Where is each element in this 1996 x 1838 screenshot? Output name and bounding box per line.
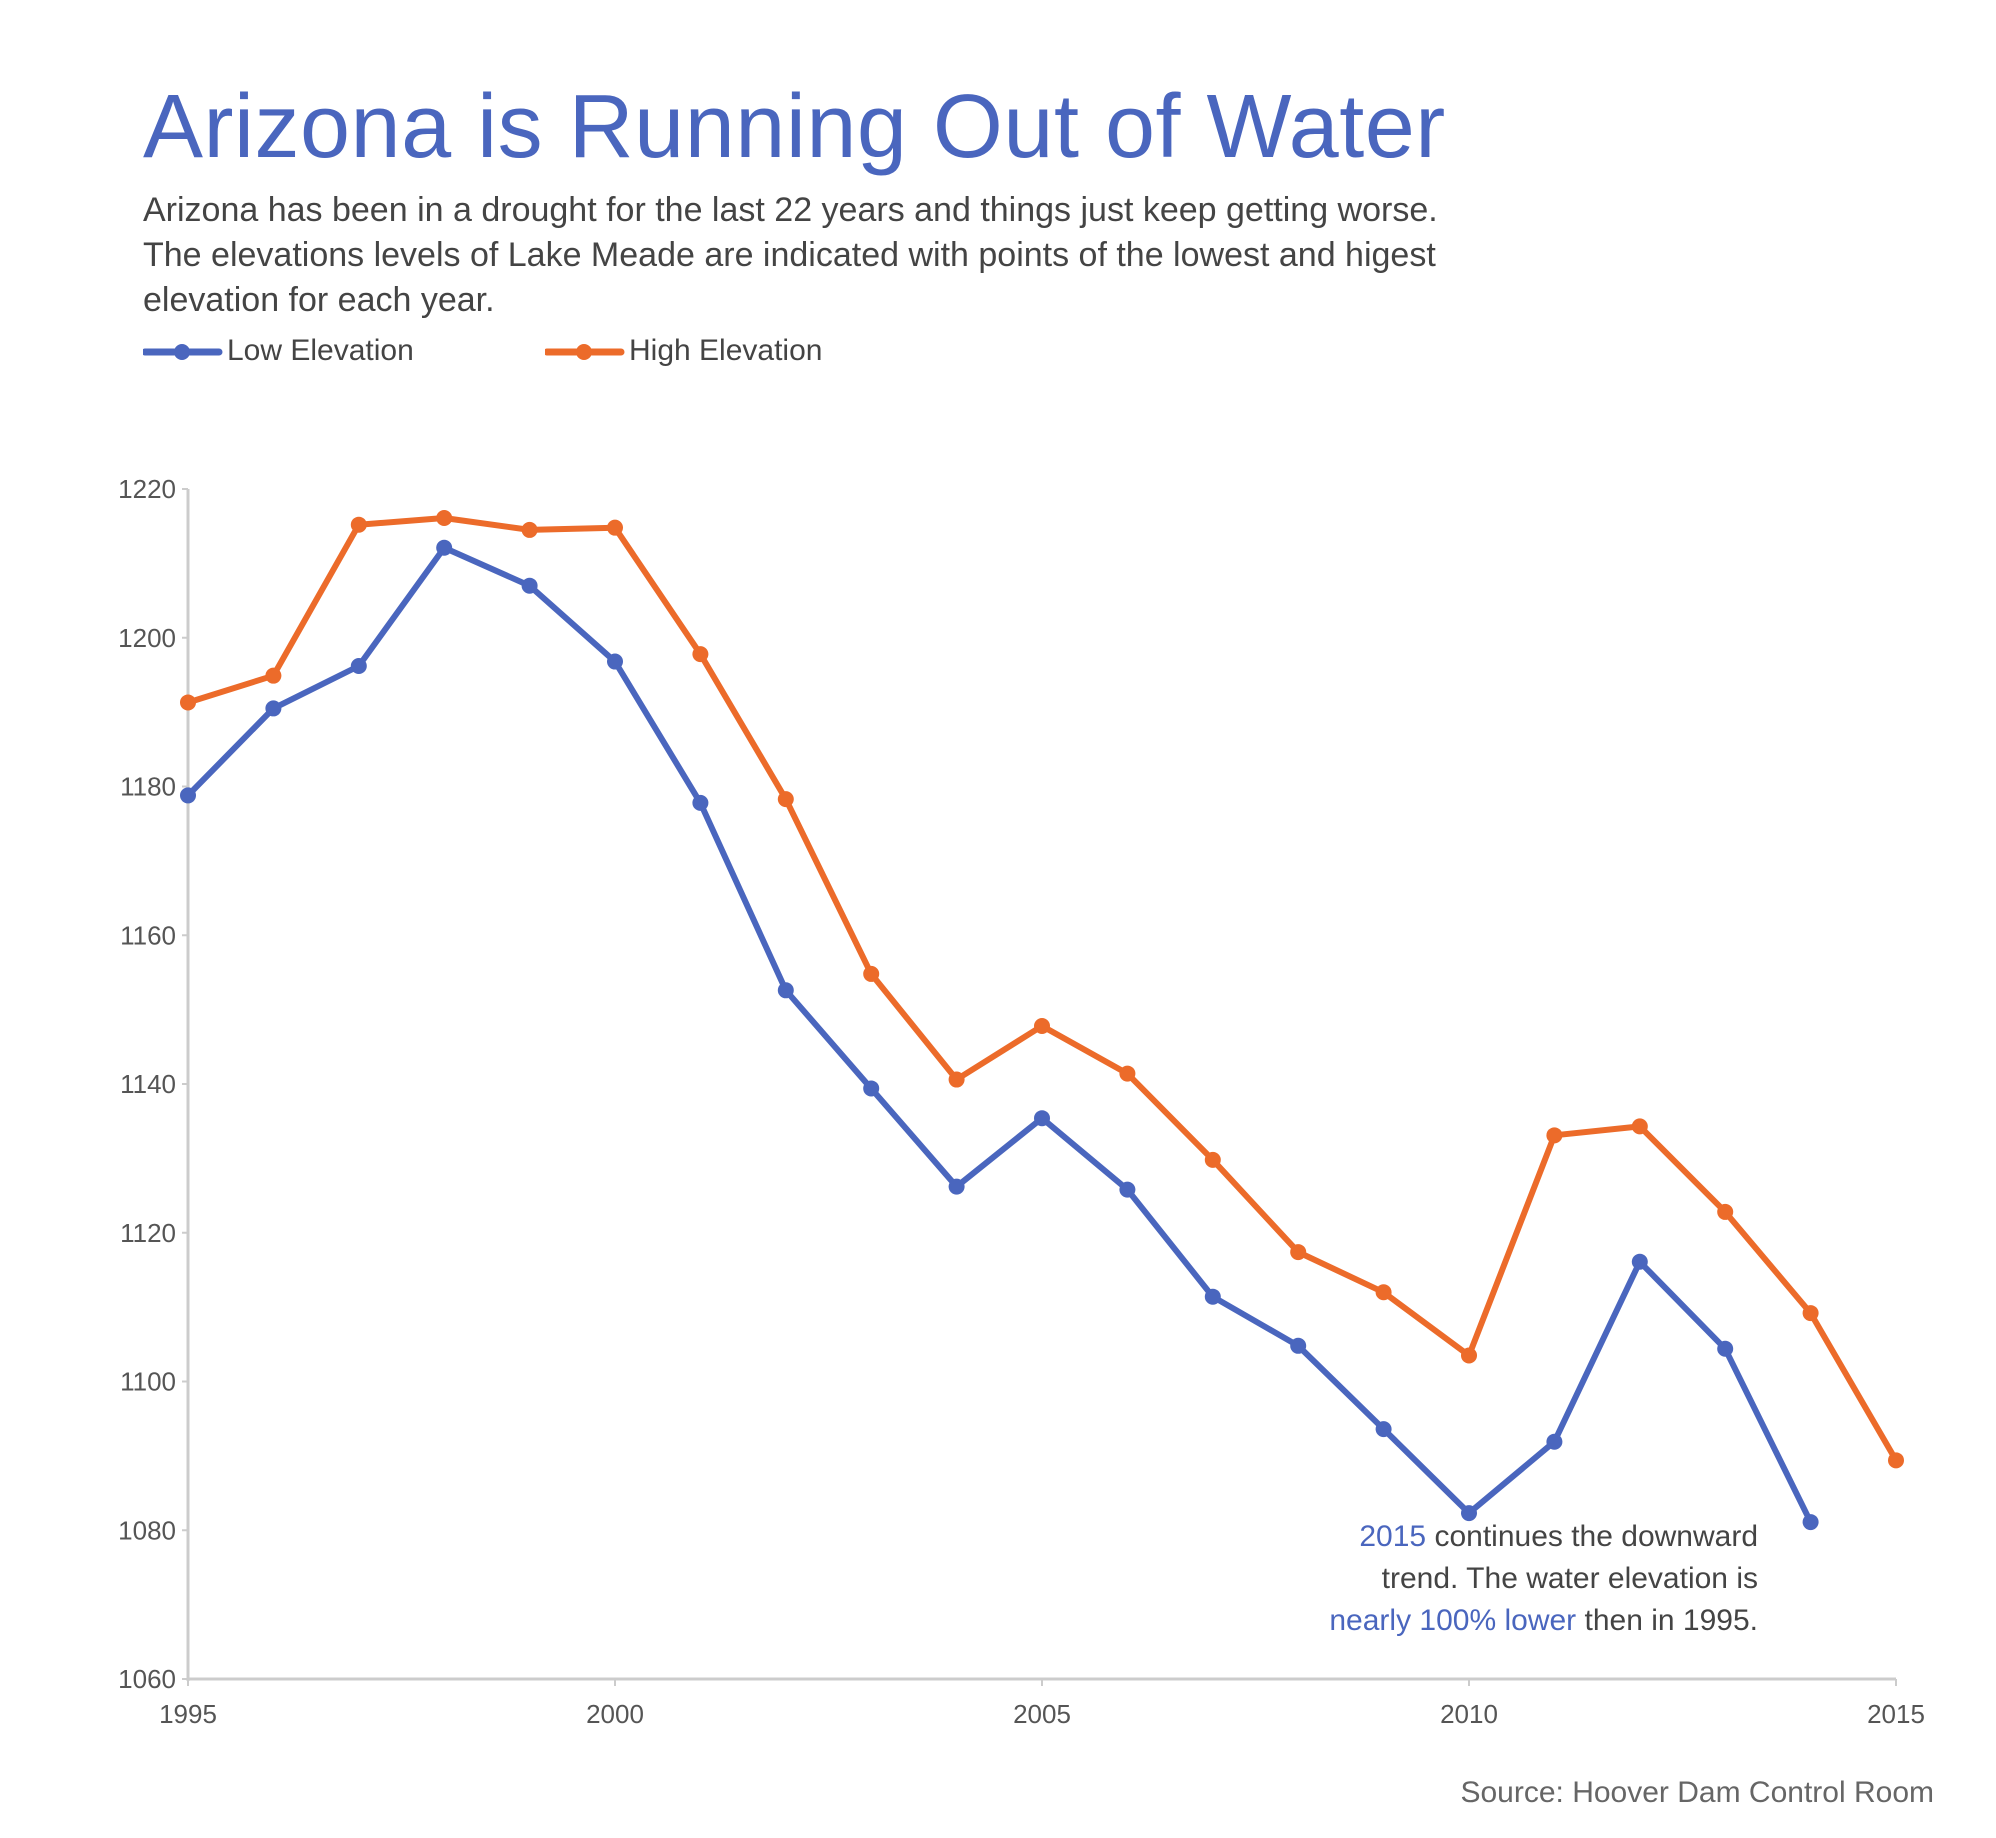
legend-swatch-high: [545, 344, 625, 360]
data-point-low: [863, 1080, 880, 1097]
data-point-high: [1034, 1017, 1050, 1034]
data-point-low: [1204, 1288, 1221, 1305]
y-tick-label: 1080: [118, 1515, 176, 1545]
data-point-high: [863, 965, 880, 982]
y-tick-label: 1220: [118, 474, 176, 504]
data-point-high: [1461, 1347, 1477, 1364]
y-tick-label: 1120: [120, 1218, 176, 1248]
x-tick-label: 2005: [1013, 1699, 1071, 1729]
data-point-low: [948, 1178, 965, 1195]
legend-label-high: High Elevation: [629, 334, 823, 367]
data-point-high: [777, 791, 794, 808]
data-point-low: [1290, 1337, 1307, 1354]
data-point-high: [1888, 1452, 1904, 1469]
series-high: [180, 510, 1904, 1469]
data-point-high: [607, 519, 623, 536]
data-point-high: [1802, 1305, 1819, 1322]
annotation-text-2: trend. The water elevation is: [1381, 1562, 1758, 1595]
x-tick-label: 1995: [159, 1699, 217, 1729]
data-point-high: [1375, 1284, 1392, 1301]
data-point-low: [692, 794, 709, 811]
chart-series: [180, 510, 1904, 1531]
chart-title: Arizona is Running Out of Water: [143, 77, 1446, 177]
data-point-high: [265, 667, 282, 684]
data-point-high: [350, 516, 367, 533]
data-point-low: [1631, 1253, 1648, 1270]
data-point-low: [607, 653, 623, 670]
data-point-low: [521, 577, 538, 594]
chart-axes: 1060 1080 1100 1120 1140 1160 1180 1200 1220 1995…: [118, 474, 1925, 1729]
subtitle-line-2: The elevations levels of Lake Meade are …: [143, 236, 1436, 274]
data-point-low: [1717, 1340, 1734, 1357]
data-point-low: [1461, 1505, 1477, 1522]
x-tick-label: 2010: [1440, 1699, 1498, 1729]
data-point-high: [521, 521, 538, 538]
data-point-low: [350, 658, 367, 675]
data-point-low: [436, 539, 453, 556]
source-credit: Source: Hoover Dam Control Room: [1460, 1776, 1934, 1809]
data-point-high: [180, 694, 196, 711]
annotation-line-2: trend. The water elevation is: [1329, 1558, 1758, 1600]
subtitle-line-3: elevation for each year.: [143, 281, 495, 319]
y-tick-label: 1100: [120, 1367, 176, 1397]
data-point-low: [1034, 1110, 1050, 1127]
annotation-line-1: 2015 continues the downward: [1329, 1516, 1758, 1558]
y-tick-label: 1180: [120, 772, 176, 802]
annotation-highlight-percent: nearly 100% lower: [1329, 1604, 1577, 1637]
series-line-high: [185, 515, 1899, 1464]
legend-swatch-low: [143, 344, 223, 360]
x-tick-label: 2015: [1867, 1699, 1925, 1729]
data-point-low: [1546, 1433, 1563, 1450]
data-point-low: [1375, 1421, 1392, 1438]
series-low: [180, 539, 1819, 1531]
data-point-low: [180, 787, 196, 804]
chart-annotation: 2015 continues the downward trend. The w…: [1329, 1516, 1758, 1642]
data-point-high: [1204, 1151, 1221, 1168]
data-point-high: [1631, 1118, 1648, 1135]
y-tick-label: 1140: [120, 1069, 176, 1099]
annotation-highlight-year: 2015: [1359, 1520, 1427, 1553]
x-tick-label: 2000: [586, 1699, 644, 1729]
annotation-text-1: continues the downward: [1426, 1520, 1758, 1553]
annotation-text-3: then in 1995.: [1576, 1604, 1759, 1637]
y-tick-label: 1200: [118, 623, 176, 653]
y-tick-label: 1160: [120, 920, 176, 950]
chart-subtitle: Arizona has been in a drought for the la…: [143, 188, 1643, 323]
data-point-high: [436, 510, 453, 527]
data-point-high: [948, 1071, 965, 1088]
data-point-high: [692, 646, 709, 663]
data-point-low: [777, 982, 794, 999]
y-tick-label: 1060: [118, 1664, 176, 1694]
data-point-low: [1119, 1181, 1136, 1198]
series-line-low: [185, 544, 1814, 1526]
data-point-high: [1546, 1127, 1563, 1144]
data-point-high: [1290, 1244, 1307, 1261]
subtitle-line-1: Arizona has been in a drought for the la…: [143, 191, 1438, 229]
data-point-high: [1717, 1203, 1734, 1220]
data-point-high: [1119, 1065, 1136, 1082]
data-point-low: [265, 700, 282, 717]
legend-label-low: Low Elevation: [227, 334, 414, 367]
annotation-line-3: nearly 100% lower then in 1995.: [1329, 1600, 1758, 1642]
data-point-low: [1802, 1514, 1819, 1531]
